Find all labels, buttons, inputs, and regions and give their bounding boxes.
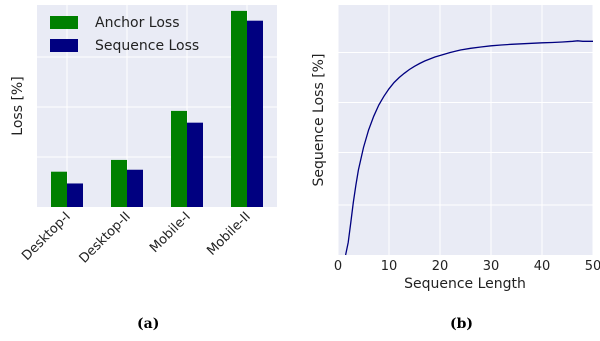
- x-tick-label: 30: [483, 259, 500, 274]
- x-tick-label: Desktop-II: [77, 209, 134, 266]
- x-tick-label: 10: [381, 259, 398, 274]
- bar-sequence-loss: [247, 20, 263, 208]
- bar-anchor-loss: [51, 171, 67, 207]
- bar-sequence-loss: [187, 122, 203, 207]
- bar-anchor-loss: [171, 110, 187, 207]
- x-tick-labels-b: 0 10 20 30 40 50: [334, 259, 600, 274]
- y-axis-label-b: Sequence Loss [%]: [311, 54, 327, 187]
- x-tick-label: 40: [534, 259, 551, 274]
- line-chart: 0 10 20 30 40 50 Sequence Length Sequence Los…: [311, 5, 600, 292]
- x-tick-label: 50: [585, 259, 600, 274]
- sequence-loss-line: [344, 40, 593, 256]
- bars-a: [51, 10, 263, 208]
- bar-chart: Desktop-I Desktop-II Mobile-I Mobile-II Los…: [10, 5, 277, 266]
- plot-area-b: [338, 5, 593, 255]
- x-tick-labels-a: Desktop-I Desktop-II Mobile-I Mobile-II: [19, 209, 254, 266]
- caption-a: (a): [137, 316, 160, 332]
- x-tick-label: Mobile-II: [204, 209, 254, 259]
- legend-a: Anchor Loss Sequence Loss: [50, 15, 199, 54]
- bar-anchor-loss: [231, 10, 247, 207]
- y-axis-label-a: Loss [%]: [10, 76, 26, 135]
- legend-label-sequence-loss: Sequence Loss: [95, 38, 199, 54]
- bar-sequence-loss: [67, 183, 83, 207]
- x-tick-label: 0: [334, 259, 342, 274]
- bar-anchor-loss: [111, 159, 127, 207]
- legend-swatch-sequence-loss: [50, 39, 78, 52]
- x-tick-label: 20: [432, 259, 449, 274]
- x-tick-label: Mobile-I: [147, 209, 194, 256]
- gridlines-b: [337, 5, 594, 255]
- bar-sequence-loss: [127, 169, 143, 207]
- caption-b: (b): [450, 316, 474, 332]
- x-axis-label-b: Sequence Length: [404, 276, 526, 292]
- legend-label-anchor-loss: Anchor Loss: [95, 15, 180, 31]
- x-tick-label: Desktop-I: [19, 209, 74, 264]
- legend-swatch-anchor-loss: [50, 16, 78, 29]
